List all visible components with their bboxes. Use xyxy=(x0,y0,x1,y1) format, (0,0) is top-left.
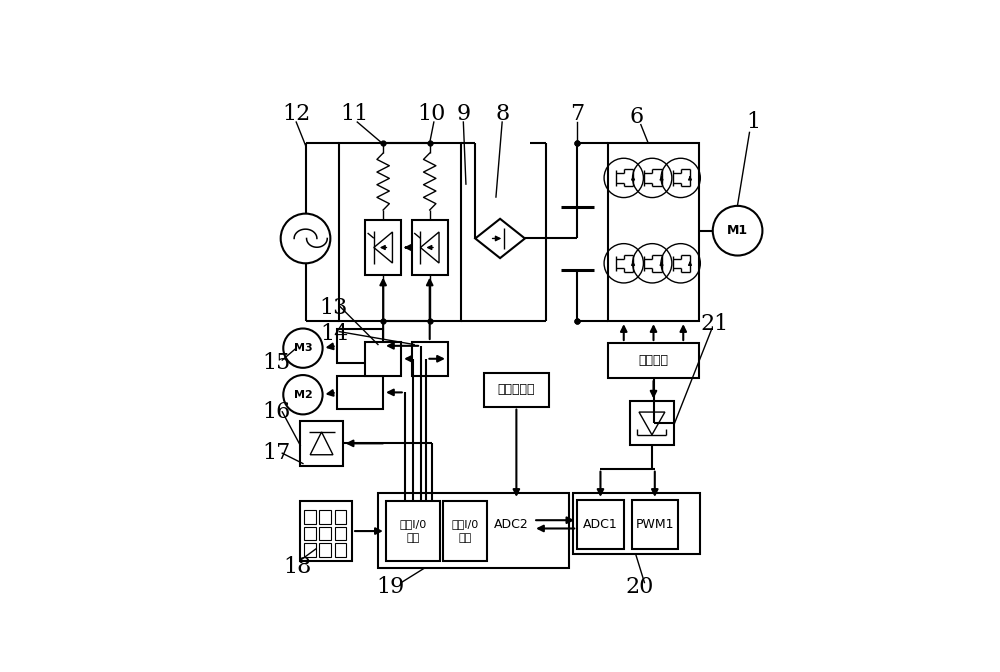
Text: M2: M2 xyxy=(294,390,312,400)
Text: 20: 20 xyxy=(625,576,653,597)
Bar xyxy=(386,501,440,561)
Text: 21: 21 xyxy=(700,313,728,335)
Text: 10: 10 xyxy=(417,103,445,125)
Text: M1: M1 xyxy=(727,224,748,237)
Text: M3: M3 xyxy=(294,343,312,353)
Text: 16: 16 xyxy=(262,401,290,423)
Bar xyxy=(339,142,461,321)
Bar xyxy=(484,373,549,407)
Bar xyxy=(412,342,448,376)
Bar xyxy=(319,543,331,556)
Bar xyxy=(335,510,346,523)
Text: 7: 7 xyxy=(570,103,584,125)
Bar xyxy=(304,543,316,556)
Bar xyxy=(632,500,678,549)
Bar xyxy=(443,501,487,561)
Bar xyxy=(300,421,343,466)
Bar xyxy=(608,343,699,378)
Bar xyxy=(608,142,699,321)
Text: 温度传感器: 温度传感器 xyxy=(498,383,535,396)
Text: 第一I/0: 第一I/0 xyxy=(451,519,478,529)
Bar xyxy=(337,329,383,363)
Bar xyxy=(412,220,448,275)
Text: 18: 18 xyxy=(284,556,312,578)
Bar xyxy=(378,493,569,568)
Bar xyxy=(573,493,700,554)
Bar xyxy=(337,376,383,409)
Text: 第二I/0: 第二I/0 xyxy=(399,519,427,529)
Bar xyxy=(630,401,674,446)
Bar xyxy=(365,342,401,376)
Text: ADC2: ADC2 xyxy=(494,518,529,531)
Text: 端口: 端口 xyxy=(458,534,471,544)
Text: 栅驱动器: 栅驱动器 xyxy=(639,354,669,367)
Text: PWM1: PWM1 xyxy=(636,518,674,531)
Bar xyxy=(577,500,624,549)
Text: 9: 9 xyxy=(456,103,470,125)
Text: 14: 14 xyxy=(320,323,348,345)
Bar xyxy=(365,220,401,275)
Text: 端口: 端口 xyxy=(406,534,420,544)
Text: 11: 11 xyxy=(341,103,369,125)
Bar xyxy=(319,510,331,523)
Text: ADC1: ADC1 xyxy=(583,518,618,531)
Text: 8: 8 xyxy=(495,103,509,125)
Text: 17: 17 xyxy=(262,442,290,464)
Text: 15: 15 xyxy=(262,351,290,374)
Bar xyxy=(335,543,346,556)
Bar xyxy=(489,500,533,549)
Bar xyxy=(300,501,352,561)
Text: 6: 6 xyxy=(630,106,644,128)
Bar xyxy=(335,527,346,540)
Text: 12: 12 xyxy=(282,103,310,125)
Text: 13: 13 xyxy=(320,297,348,319)
Bar xyxy=(319,527,331,540)
Bar xyxy=(304,527,316,540)
Bar xyxy=(304,510,316,523)
Text: 19: 19 xyxy=(377,576,405,597)
Text: 1: 1 xyxy=(746,111,760,133)
